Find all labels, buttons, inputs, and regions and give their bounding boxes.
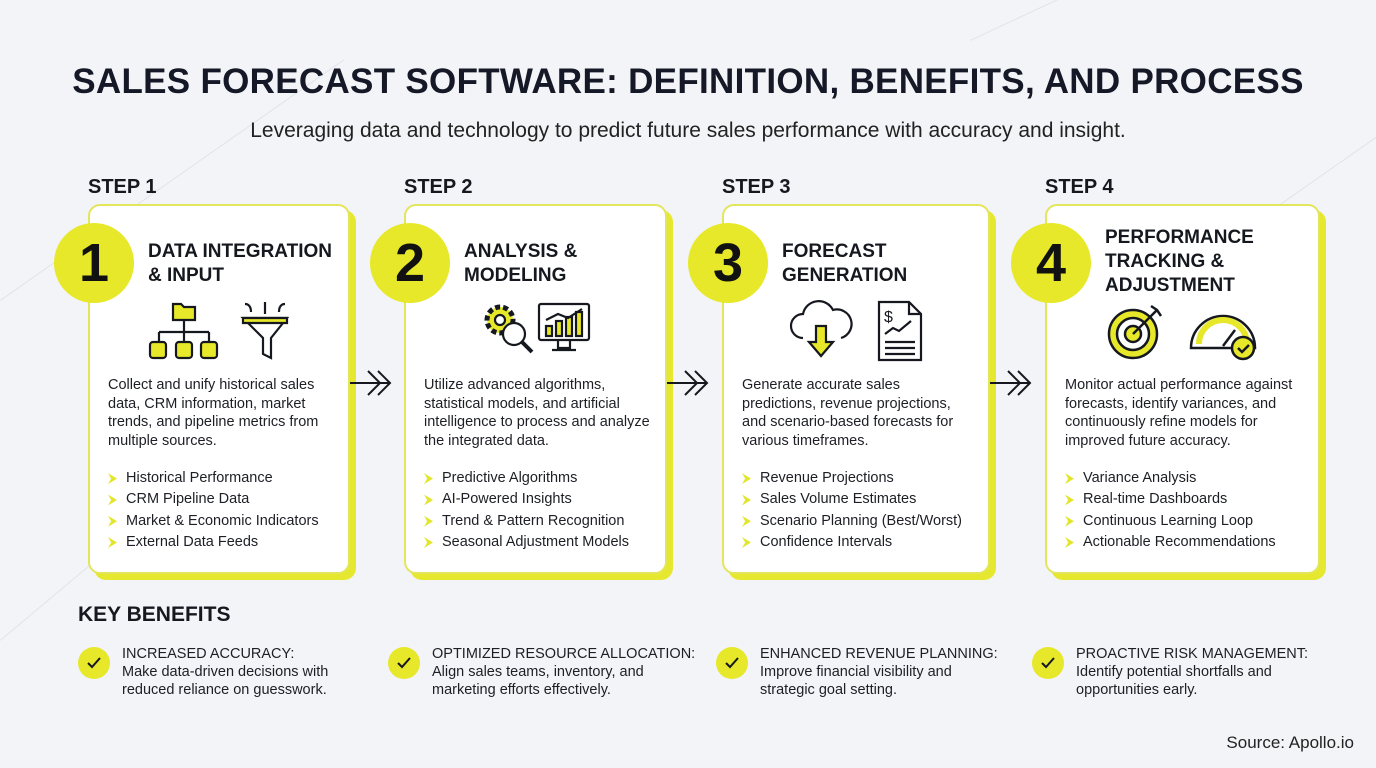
step-card-2: 2 ANALYSIS & MODELING Utilize advanced al… xyxy=(370,204,667,574)
bullet-item: Seasonal Adjustment Models xyxy=(424,532,629,553)
page-title: SALES FORECAST SOFTWARE: DEFINITION, BEN… xyxy=(72,62,1304,101)
chevron-icon xyxy=(108,494,117,506)
checkmark-icon xyxy=(1032,647,1064,679)
chevron-icon xyxy=(424,515,433,527)
svg-text:$: $ xyxy=(884,309,893,326)
bullet-item: Variance Analysis xyxy=(1065,468,1276,489)
cloud-download-icon xyxy=(789,300,853,358)
bullet-item: CRM Pipeline Data xyxy=(108,489,319,510)
bullet-item: Predictive Algorithms xyxy=(424,468,629,489)
arrow-right-icon xyxy=(350,370,392,396)
step-bullets: Variance Analysis Real-time Dashboards C… xyxy=(1065,468,1276,553)
financial-report-icon: $ xyxy=(877,300,923,362)
step-bullets: Historical Performance CRM Pipeline Data… xyxy=(108,468,319,553)
funnel-icon xyxy=(240,302,290,360)
step-description: Generate accurate sales predictions, rev… xyxy=(742,377,954,449)
step-number-badge: 1 xyxy=(54,223,134,303)
step-title: PERFORMANCE TRACKING & ADJUSTMENT xyxy=(1105,227,1254,296)
bullet-item: AI-Powered Insights xyxy=(424,489,629,510)
target-icon xyxy=(1107,304,1162,360)
step-label: STEP 1 xyxy=(88,176,157,198)
step-card-4: 4 PERFORMANCE TRACKING & ADJUSTMENT Monito… xyxy=(1011,204,1320,574)
step-bullets: Predictive Algorithms AI-Powered Insight… xyxy=(424,468,629,553)
source-credit: Source: Apollo.io xyxy=(1226,733,1354,752)
benefit-item: PROACTIVE RISK MANAGEMENT: Identify poten… xyxy=(1032,645,1308,699)
bullet-item: Trend & Pattern Recognition xyxy=(424,511,629,532)
page-subtitle: Leveraging data and technology to predic… xyxy=(250,119,1126,142)
step-label: STEP 2 xyxy=(404,176,473,198)
chevron-icon xyxy=(424,494,433,506)
checkmark-icon xyxy=(388,647,420,679)
chevron-icon xyxy=(742,473,751,485)
monitor-chart-icon xyxy=(537,302,590,352)
bullet-item: Historical Performance xyxy=(108,468,319,489)
step-number-badge: 3 xyxy=(688,223,768,303)
step-label: STEP 3 xyxy=(722,176,791,198)
chevron-icon xyxy=(1065,494,1074,506)
bullet-item: Market & Economic Indicators xyxy=(108,511,319,532)
bullet-item: Revenue Projections xyxy=(742,468,962,489)
arrow-right-icon xyxy=(667,370,709,396)
background-line xyxy=(970,0,1376,41)
gauge-check-icon xyxy=(1189,314,1256,361)
step-card-3: 3 FORECAST GENERATION $ Generate accurate… xyxy=(688,204,990,574)
step-title: FORECAST GENERATION xyxy=(782,241,908,286)
chevron-icon xyxy=(424,537,433,549)
step-title: DATA INTEGRATION & INPUT xyxy=(148,241,332,286)
benefit-item: ENHANCED REVENUE PLANNING: Improve financ… xyxy=(716,645,998,699)
chevron-icon xyxy=(1065,537,1074,549)
step-card-1: 1 DATA INTEGRATION & INPUT Collect and un… xyxy=(54,204,350,574)
step-number-badge: 4 xyxy=(1011,223,1091,303)
chevron-icon xyxy=(1065,473,1074,485)
chevron-icon xyxy=(108,537,117,549)
step-title: ANALYSIS & MODELING xyxy=(464,241,578,286)
chevron-icon xyxy=(424,473,433,485)
step-label: STEP 4 xyxy=(1045,176,1114,198)
hierarchy-folder-icon xyxy=(148,302,219,360)
chevron-icon xyxy=(108,515,117,527)
step-description: Monitor actual performance against forec… xyxy=(1065,377,1293,449)
bullet-item: External Data Feeds xyxy=(108,532,319,553)
chevron-icon xyxy=(1065,515,1074,527)
benefit-item: OPTIMIZED RESOURCE ALLOCATION: Align sale… xyxy=(388,645,695,699)
checkmark-icon xyxy=(78,647,110,679)
bullet-item: Actionable Recommendations xyxy=(1065,532,1276,553)
chevron-icon xyxy=(742,494,751,506)
gear-magnifier-icon xyxy=(484,304,533,354)
key-benefits-heading: KEY BENEFITS xyxy=(78,603,231,626)
step-description: Utilize advanced algorithms, statistical… xyxy=(424,377,650,449)
chevron-icon xyxy=(742,515,751,527)
chevron-icon xyxy=(742,537,751,549)
bullet-item: Real-time Dashboards xyxy=(1065,489,1276,510)
step-bullets: Revenue Projections Sales Volume Estimat… xyxy=(742,468,962,553)
bullet-item: Continuous Learning Loop xyxy=(1065,511,1276,532)
benefit-item: INCREASED ACCURACY: Make data-driven deci… xyxy=(78,645,328,699)
step-description: Collect and unify historical sales data,… xyxy=(108,377,319,449)
bullet-item: Confidence Intervals xyxy=(742,532,962,553)
bullet-item: Scenario Planning (Best/Worst) xyxy=(742,511,962,532)
chevron-icon xyxy=(108,473,117,485)
checkmark-icon xyxy=(716,647,748,679)
arrow-right-icon xyxy=(990,370,1032,396)
step-number-badge: 2 xyxy=(370,223,450,303)
bullet-item: Sales Volume Estimates xyxy=(742,489,962,510)
